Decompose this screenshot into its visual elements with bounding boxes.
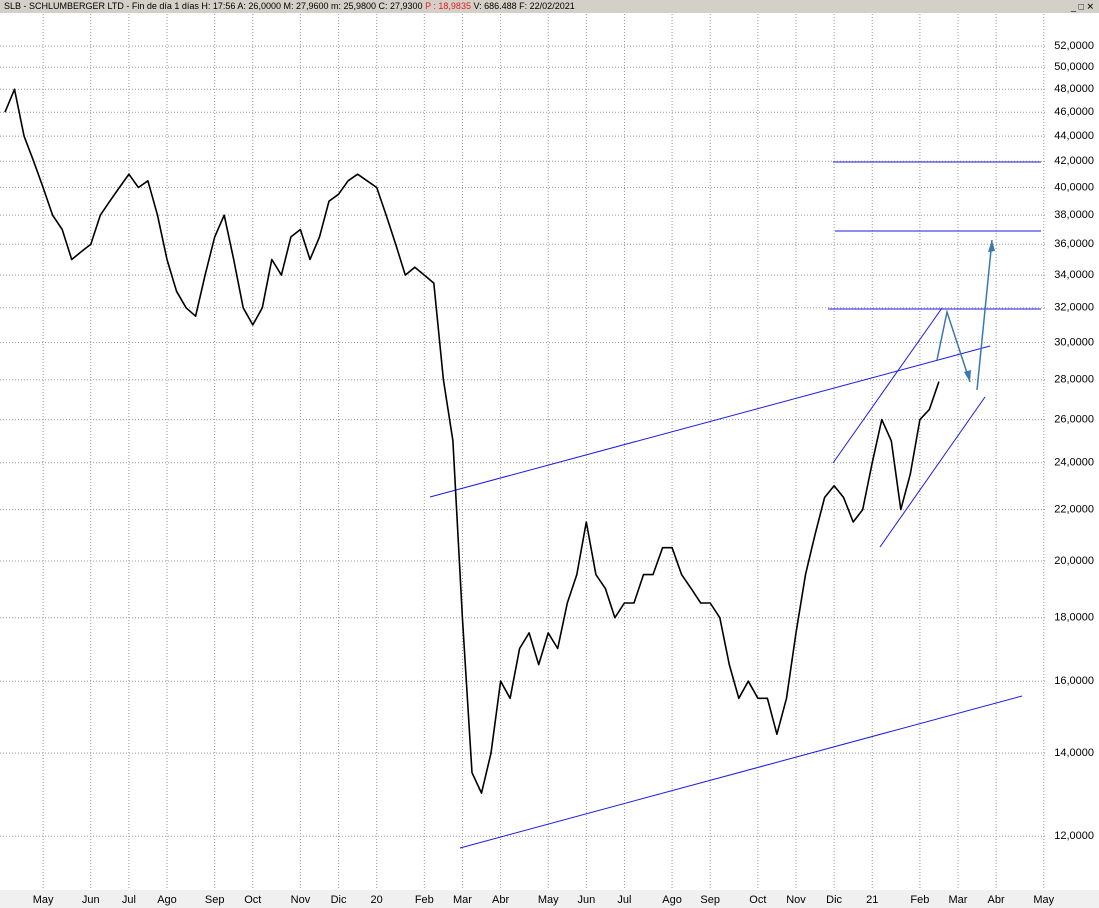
x-tick-label: Sep (205, 894, 225, 906)
x-tick-label: Oct (244, 894, 261, 906)
y-tick-label: 40,0000 (1054, 181, 1094, 193)
y-tick-label: 24,0000 (1054, 457, 1094, 469)
x-tick-label: 20 (371, 894, 383, 906)
y-tick-label: 30,0000 (1054, 336, 1094, 348)
y-tick-label: 50,0000 (1054, 61, 1094, 73)
y-tick-label: 14,0000 (1054, 747, 1094, 759)
x-tick-label: Abr (492, 894, 509, 906)
title-highlight: P : 18,9835 (425, 1, 471, 11)
x-tick-label: May (1033, 894, 1054, 906)
y-tick-label: 48,0000 (1054, 83, 1094, 95)
x-tick-label: May (538, 894, 559, 906)
y-tick-label: 46,0000 (1054, 106, 1094, 118)
x-tick-label: Nov (786, 894, 806, 906)
x-tick-label: 21 (866, 894, 878, 906)
x-tick-label: Jun (577, 894, 595, 906)
window-controls[interactable]: _ □ ✕ (1070, 1, 1094, 11)
title-bar (0, 0, 1099, 13)
projection-arrow (936, 309, 971, 383)
x-tick-label: Dic (331, 894, 347, 906)
x-tick-label: Jun (82, 894, 100, 906)
y-tick-label: 42,0000 (1054, 155, 1094, 167)
trendline (429, 345, 991, 498)
trendline (459, 695, 1023, 849)
trendline (879, 396, 986, 548)
x-tick-label: Oct (749, 894, 766, 906)
y-tick-label: 52,0000 (1054, 40, 1094, 52)
y-tick-label: 20,0000 (1054, 555, 1094, 567)
x-tick-label: Jul (617, 894, 631, 906)
title-tail: V: 686.488 F: 22/02/2021 (473, 1, 574, 11)
x-tick-label: Ago (662, 894, 682, 906)
x-tick-label: Dic (826, 894, 842, 906)
x-tick-label: Feb (415, 894, 434, 906)
x-tick-label: Ago (157, 894, 177, 906)
y-tick-label: 16,0000 (1054, 675, 1094, 687)
y-tick-label: 38,0000 (1054, 209, 1094, 221)
x-tick-label: Feb (910, 894, 929, 906)
price-line (4, 88, 940, 794)
x-tick-label: Jul (122, 894, 136, 906)
x-tick-label: Sep (700, 894, 720, 906)
trendline (832, 307, 943, 464)
y-tick-label: 44,0000 (1054, 130, 1094, 142)
x-tick-label: Mar (453, 894, 472, 906)
grid (0, 14, 1045, 890)
y-tick-label: 26,0000 (1054, 414, 1094, 426)
arrow-head (964, 370, 971, 382)
x-axis-strip (0, 890, 1099, 908)
y-tick-label: 36,0000 (1054, 238, 1094, 250)
x-tick-label: May (33, 894, 54, 906)
trendlines (429, 161, 1041, 849)
y-tick-label: 18,0000 (1054, 612, 1094, 624)
projection-arrow (976, 239, 993, 391)
y-tick-label: 34,0000 (1054, 269, 1094, 281)
y-tick-label: 12,0000 (1054, 830, 1094, 842)
x-tick-label: Nov (291, 894, 311, 906)
y-tick-label: 32,0000 (1054, 302, 1094, 314)
title-main: SLB - SCHLUMBERGER LTD - Fin de día 1 dí… (4, 1, 423, 11)
chart-title: SLB - SCHLUMBERGER LTD - Fin de día 1 dí… (4, 1, 575, 11)
y-tick-label: 22,0000 (1054, 504, 1094, 516)
x-tick-label: Abr (988, 894, 1005, 906)
y-tick-label: 28,0000 (1054, 374, 1094, 386)
arrow-head (988, 240, 995, 252)
x-tick-label: Mar (949, 894, 968, 906)
